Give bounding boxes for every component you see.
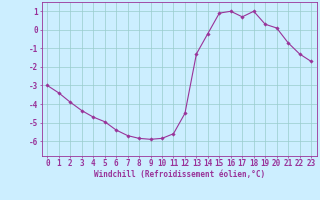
- X-axis label: Windchill (Refroidissement éolien,°C): Windchill (Refroidissement éolien,°C): [94, 170, 265, 179]
